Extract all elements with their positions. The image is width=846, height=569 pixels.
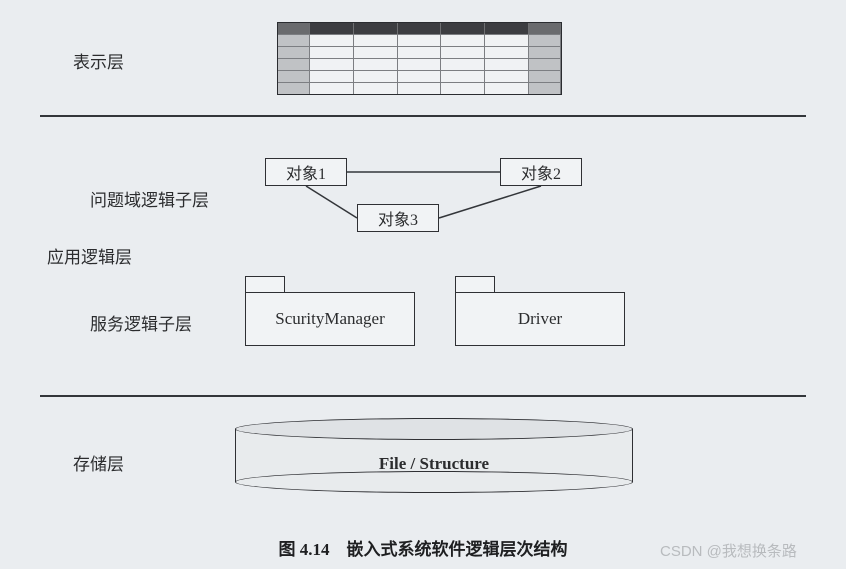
object-3-box: 对象3 (357, 204, 439, 232)
cylinder-top (235, 418, 633, 440)
package-body: Driver (455, 292, 625, 346)
storage-cylinder: File / Structure (235, 418, 633, 504)
presentation-table (277, 22, 562, 95)
package-label: ScurityManager (275, 309, 385, 329)
package-body: ScurityManager (245, 292, 415, 346)
problem-domain-label: 问题域逻辑子层 (90, 186, 209, 211)
table-row (278, 82, 561, 94)
table-row (278, 70, 561, 82)
package-tab (455, 276, 495, 292)
divider-1 (40, 115, 806, 117)
object-1-box: 对象1 (265, 158, 347, 186)
package-tab (245, 276, 285, 292)
cylinder-label: File / Structure (235, 454, 633, 474)
package-label: Driver (518, 309, 562, 329)
watermark: CSDN @我想换条路 (660, 540, 797, 561)
table-row (278, 58, 561, 70)
object-2-box: 对象2 (500, 158, 582, 186)
service-logic-label: 服务逻辑子层 (90, 310, 192, 335)
divider-2 (40, 395, 806, 397)
presentation-layer-label: 表示层 (73, 48, 124, 73)
app-logic-label: 应用逻辑层 (47, 243, 132, 268)
cylinder-bottom (235, 471, 633, 493)
table-header (278, 23, 561, 34)
storage-layer-label: 存储层 (73, 450, 124, 475)
table-row (278, 46, 561, 58)
table-row (278, 34, 561, 46)
driver-package: Driver (455, 276, 625, 346)
security-manager-package: ScurityManager (245, 276, 415, 346)
